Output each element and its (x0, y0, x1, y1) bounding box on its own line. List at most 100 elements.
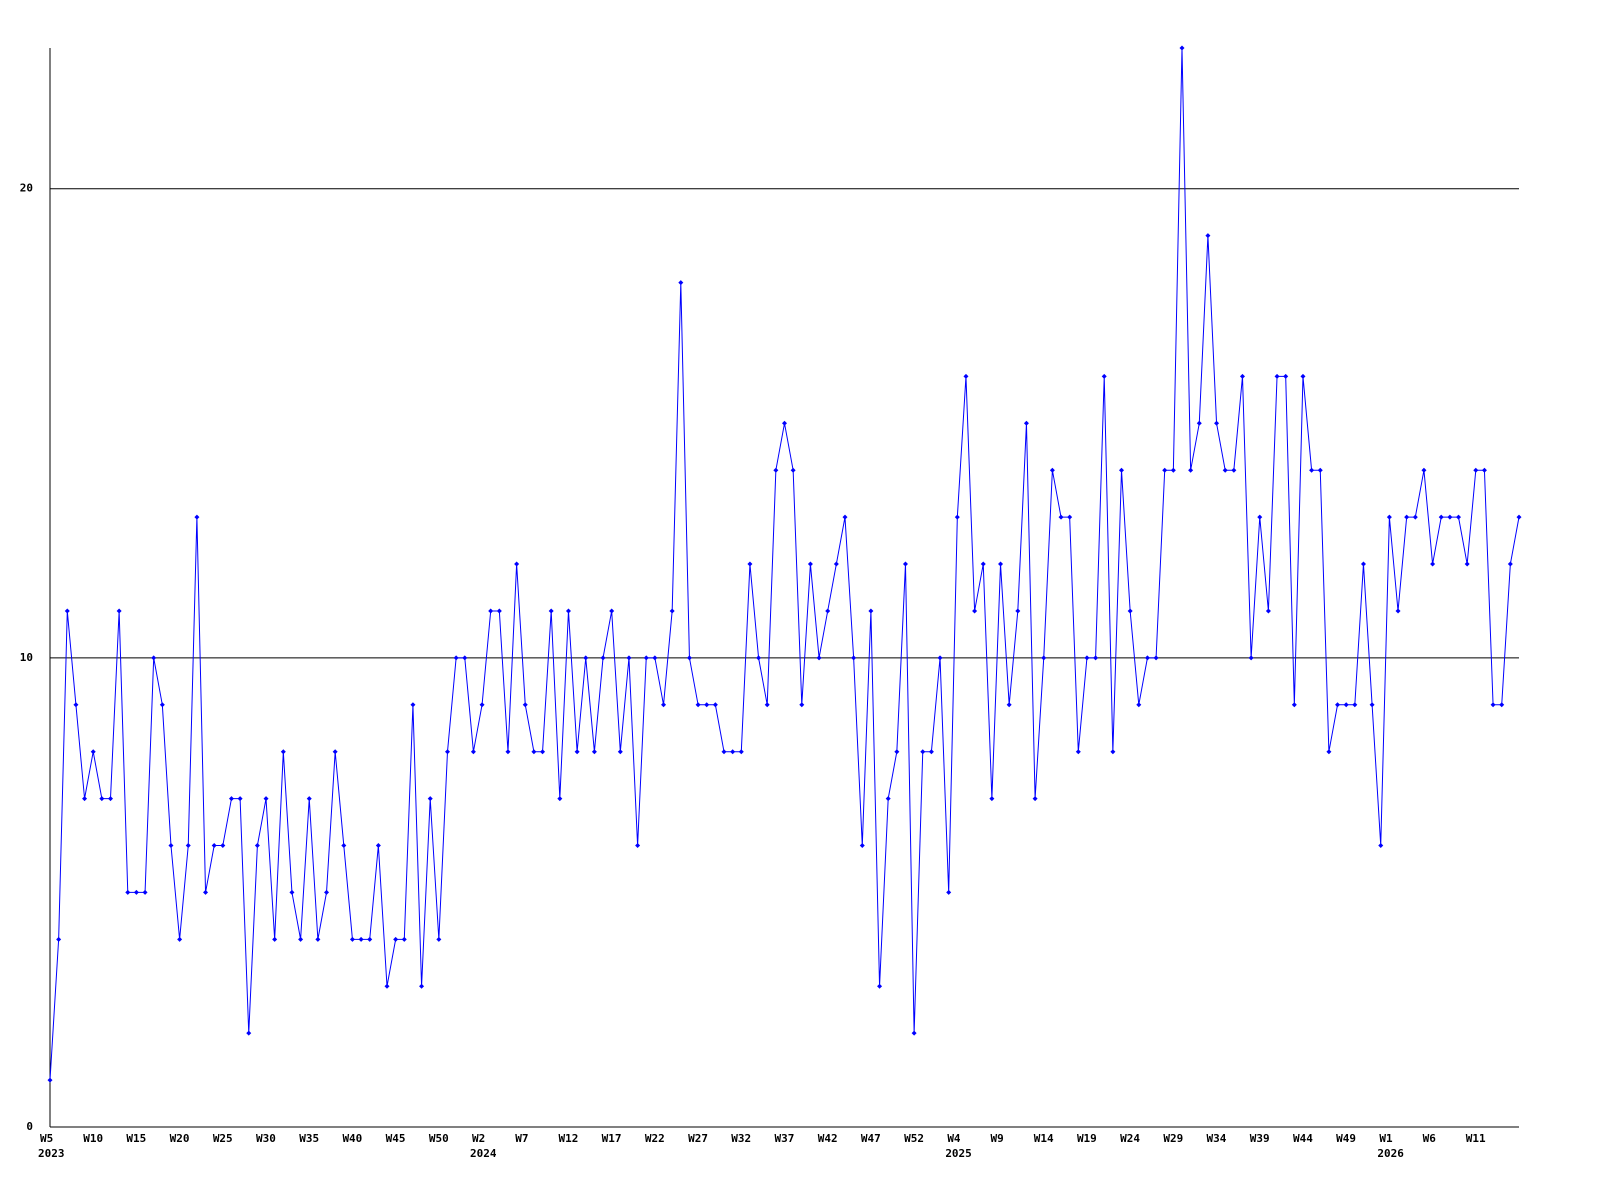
data-point (1144, 655, 1150, 661)
data-point (367, 936, 373, 942)
data-point (747, 561, 753, 567)
data-point (151, 655, 157, 661)
data-point (142, 889, 148, 895)
data-point (73, 702, 79, 708)
data-point (851, 655, 857, 661)
data-point (833, 561, 839, 567)
data-point (998, 561, 1004, 567)
data-point (1378, 843, 1384, 849)
data-point (557, 796, 563, 802)
data-point (393, 936, 399, 942)
data-point (315, 936, 321, 942)
data-point (56, 936, 62, 942)
data-point (1438, 514, 1444, 520)
x-tick-label: W4 (947, 1132, 961, 1145)
data-point (82, 796, 88, 802)
data-point (609, 608, 615, 614)
data-point (1300, 373, 1306, 379)
x-tick-label: W45 (386, 1132, 406, 1145)
data-point (1481, 467, 1487, 473)
data-point (1516, 514, 1522, 520)
data-point (1421, 467, 1427, 473)
data-point (825, 608, 831, 614)
data-point (730, 749, 736, 755)
data-point (531, 749, 537, 755)
data-point (1430, 561, 1436, 567)
data-point (349, 936, 355, 942)
data-point (1352, 702, 1358, 708)
data-point (470, 749, 476, 755)
data-point (548, 608, 554, 614)
data-point (1291, 702, 1297, 708)
data-point (1127, 608, 1133, 614)
data-point (228, 796, 234, 802)
data-point (1395, 608, 1401, 614)
data-point (203, 889, 209, 895)
data-point (989, 796, 995, 802)
x-tick-label: W44 (1293, 1132, 1313, 1145)
data-point (272, 936, 278, 942)
data-point (280, 749, 286, 755)
data-point (1239, 373, 1245, 379)
data-point (107, 796, 113, 802)
data-point (1283, 373, 1289, 379)
data-point (116, 608, 122, 614)
x-tick-label: W29 (1163, 1132, 1183, 1145)
data-point (1386, 514, 1392, 520)
data-point (237, 796, 243, 802)
data-point (159, 702, 165, 708)
data-point (1214, 420, 1220, 426)
x-tick-label: W42 (818, 1132, 838, 1145)
data-point (704, 702, 710, 708)
x-tick-label: W35 (299, 1132, 319, 1145)
x-tick-label: W7 (515, 1132, 528, 1145)
data-point (1101, 373, 1107, 379)
x-tick-label: W24 (1120, 1132, 1140, 1145)
data-point (1265, 608, 1271, 614)
x-tick-label: W25 (213, 1132, 233, 1145)
data-point (375, 843, 381, 849)
data-point (1058, 514, 1064, 520)
data-point (937, 655, 943, 661)
x-tick-label: W1 (1379, 1132, 1393, 1145)
data-point (1041, 655, 1047, 661)
data-point (669, 608, 675, 614)
data-point (194, 514, 200, 520)
data-point (133, 889, 139, 895)
y-tick-label: 0 (26, 1120, 33, 1133)
x-tick-label: W22 (645, 1132, 665, 1145)
data-point (782, 420, 787, 426)
data-point (773, 467, 779, 473)
series-line (49, 47, 1520, 1081)
x-tick-label: W39 (1250, 1132, 1270, 1145)
y-tick-label: 20 (20, 182, 33, 195)
data-point (1093, 655, 1099, 661)
data-point (565, 608, 571, 614)
data-point (1257, 514, 1263, 520)
data-point (807, 561, 813, 567)
x-tick-label: W14 (1034, 1132, 1054, 1145)
data-point (894, 749, 900, 755)
x-tick-label: W12 (558, 1132, 578, 1145)
data-point (972, 608, 978, 614)
data-point (600, 655, 606, 661)
data-point (1136, 702, 1142, 708)
data-point (1153, 655, 1159, 661)
data-point (868, 608, 874, 614)
data-point (540, 749, 546, 755)
x-tick-label: W15 (126, 1132, 146, 1145)
data-point (522, 702, 528, 708)
x-tick-label: W37 (775, 1132, 795, 1145)
data-point (1067, 514, 1073, 520)
x-tick-label: W52 (904, 1132, 924, 1145)
data-point (635, 843, 641, 849)
data-point (617, 749, 623, 755)
data-point (946, 889, 952, 895)
data-point (1369, 702, 1375, 708)
data-point (764, 702, 770, 708)
data-point (1075, 749, 1081, 755)
data-point (980, 561, 986, 567)
x-tick-label: W6 (1423, 1132, 1437, 1145)
data-point (1006, 702, 1012, 708)
data-point (1032, 796, 1038, 802)
